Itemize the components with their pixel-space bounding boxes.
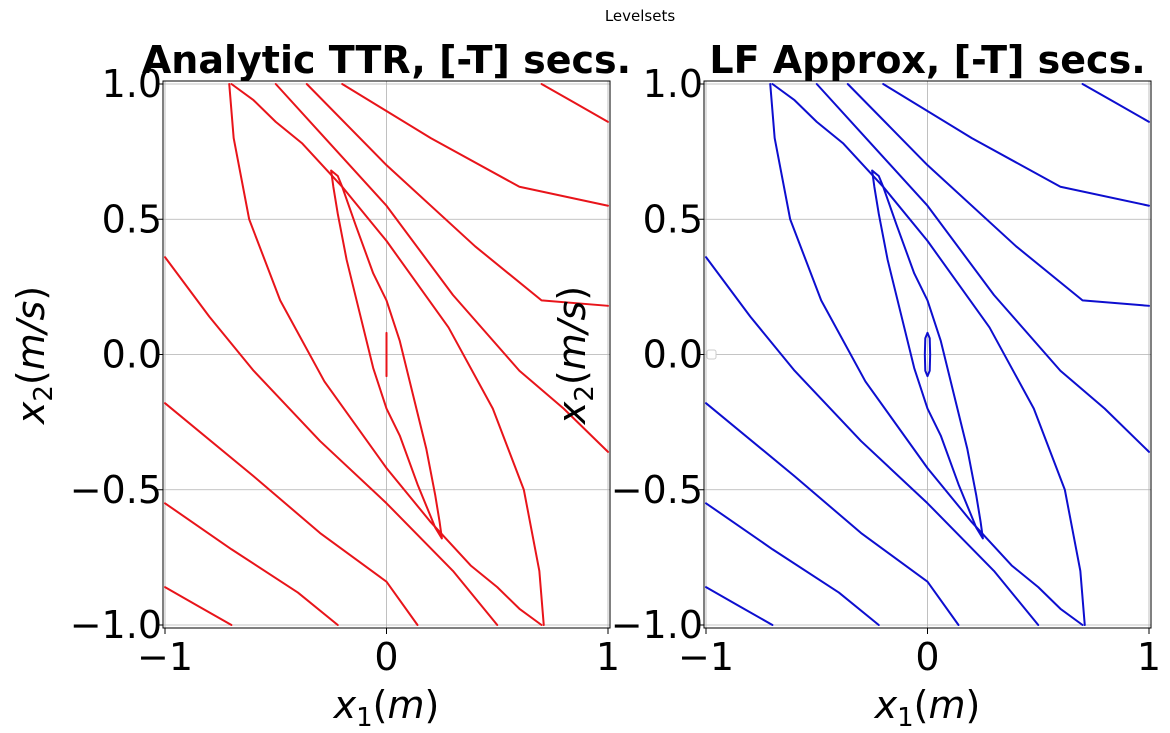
ytick-label: 0.5 bbox=[102, 197, 162, 241]
xticks-right: −1 0 1 bbox=[678, 628, 1161, 679]
ytick-label: 0.0 bbox=[643, 333, 703, 377]
levelset-curve bbox=[1081, 83, 1150, 123]
ytick-label: 1.0 bbox=[102, 62, 162, 106]
panel-title-analytic: Analytic TTR, [-T] secs. bbox=[142, 38, 631, 82]
ytick-label: 1.0 bbox=[643, 62, 703, 106]
levelset-curve bbox=[330, 169, 443, 540]
xlabel-right: x1(m) bbox=[874, 683, 981, 733]
levelset-curves-right bbox=[705, 83, 1150, 626]
xtick-label: −1 bbox=[678, 635, 734, 679]
levelset-curve bbox=[228, 83, 543, 626]
ytick-label: −1.0 bbox=[611, 603, 703, 647]
levelset-curve bbox=[164, 586, 233, 626]
xlabel-left: x1(m) bbox=[333, 683, 440, 733]
levelset-curve bbox=[705, 256, 1040, 626]
ytick-label: −1.0 bbox=[70, 603, 162, 647]
levelset-curve bbox=[164, 502, 339, 626]
levelset-curve bbox=[771, 83, 1086, 626]
ylabel-right: x2(m/s) bbox=[550, 286, 600, 425]
levelset-curve bbox=[769, 83, 1084, 626]
ytick-label: 0.0 bbox=[102, 333, 162, 377]
levelset-curve bbox=[341, 83, 609, 207]
levelset-curve bbox=[540, 83, 609, 123]
xticks-left: −1 0 1 bbox=[137, 628, 620, 679]
levelset-curves-left bbox=[164, 83, 609, 626]
xtick-label: 1 bbox=[596, 635, 620, 679]
levelset-curve bbox=[230, 83, 545, 626]
ytick-label: 0.5 bbox=[643, 197, 703, 241]
grid-right bbox=[704, 81, 1151, 628]
levelset-curve bbox=[305, 83, 609, 307]
xtick-label: 0 bbox=[915, 635, 939, 679]
levelset-curve bbox=[846, 83, 1150, 307]
panel-analytic: −1.0 −0.5 0.0 0.5 1.0 −1 0 1 Analytic TTR, [-T… bbox=[9, 38, 631, 733]
levelset-curve bbox=[274, 83, 609, 453]
levelset-curve bbox=[705, 402, 960, 626]
levelset-curve bbox=[882, 83, 1150, 207]
panel-title-lf-approx: LF Approx, [-T] secs. bbox=[709, 38, 1145, 82]
ylabel-left: x2(m/s) bbox=[9, 286, 59, 425]
empty-legend-box bbox=[706, 349, 717, 360]
levelset-curve bbox=[705, 502, 880, 626]
levelset-curve bbox=[164, 256, 499, 626]
xtick-label: 1 bbox=[1137, 635, 1161, 679]
levelset-curve bbox=[923, 331, 932, 378]
yticks-left: −1.0 −0.5 0.0 0.5 1.0 bbox=[70, 62, 163, 647]
panel-lf-approx: −1.0 −0.5 0.0 0.5 1.0 −1 0 1 LF Approx, [-T] s… bbox=[550, 38, 1161, 733]
ytick-label: −0.5 bbox=[611, 468, 703, 512]
yticks-right: −1.0 −0.5 0.0 0.5 1.0 bbox=[611, 62, 704, 647]
levelset-curve bbox=[164, 402, 419, 626]
levelset-curve bbox=[705, 586, 774, 626]
xtick-label: −1 bbox=[137, 635, 193, 679]
ytick-label: −0.5 bbox=[70, 468, 162, 512]
figure-suptitle: Levelsets bbox=[605, 7, 676, 25]
levelset-curve bbox=[815, 83, 1150, 453]
xtick-label: 0 bbox=[374, 635, 398, 679]
levelset-curve bbox=[871, 169, 984, 540]
